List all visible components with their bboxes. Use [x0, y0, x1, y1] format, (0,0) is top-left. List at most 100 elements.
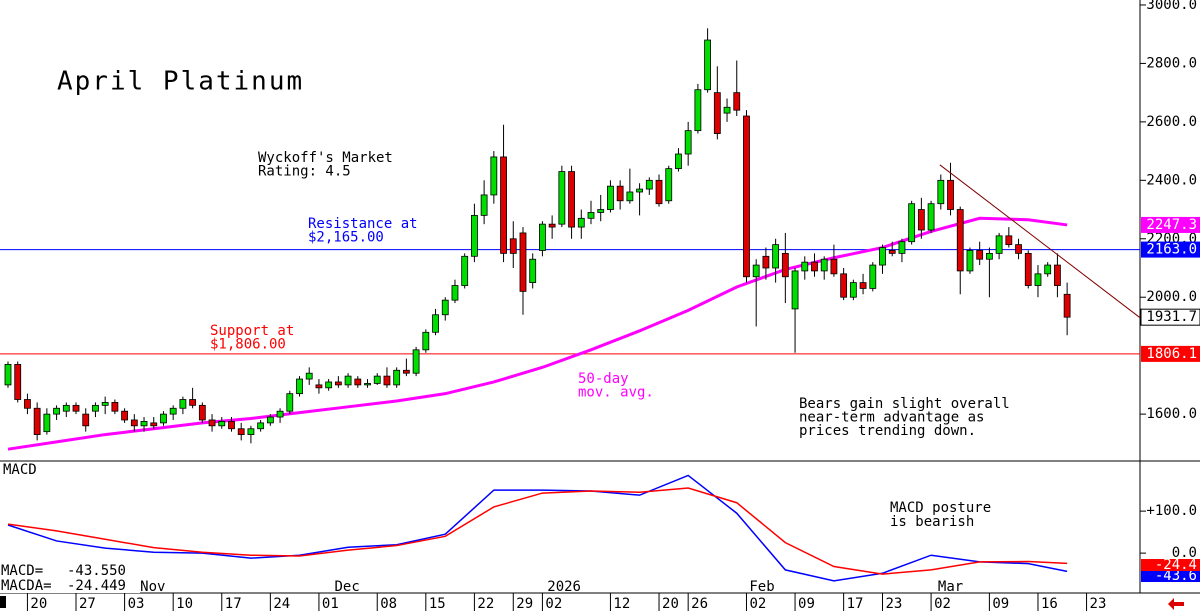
close-tag-label: 1931.7: [1146, 309, 1197, 325]
candle-body: [675, 153, 682, 170]
annotation: Wyckoff's Market: [258, 150, 393, 166]
candle-body: [616, 185, 624, 202]
candle-body: [62, 404, 70, 412]
x-tick-label: 20: [662, 596, 679, 611]
macd-readout-value: -24.449: [67, 578, 126, 594]
candle-body: [791, 270, 799, 310]
candle-body: [966, 250, 974, 272]
candle-body: [898, 241, 906, 254]
candle-body: [24, 399, 31, 409]
macd-tag-label: -43.6: [1155, 568, 1197, 584]
candle-body: [548, 223, 556, 228]
candle-body: [713, 92, 721, 134]
candle-body: [383, 375, 391, 386]
resistance-tag-label: 2163.0: [1146, 242, 1197, 258]
price-panel: [0, 28, 1140, 451]
candle-body: [577, 217, 585, 228]
candle-body: [276, 410, 284, 418]
macd-readout-value: -43.550: [67, 563, 126, 579]
trend-line: [939, 164, 1141, 319]
ma-tag: [1141, 216, 1200, 233]
macd-line: [7, 487, 1068, 575]
candle-body: [733, 92, 741, 111]
macd-title: MACD: [3, 462, 37, 478]
macd-tag: [1141, 559, 1200, 571]
y-tick-label: 2400.0: [1146, 172, 1197, 188]
candle-body: [645, 179, 653, 190]
candle-body: [752, 264, 760, 278]
candle-body: [364, 383, 371, 386]
macd-y-tick-label: +100.0: [1146, 503, 1197, 519]
annotation: Resistance at: [308, 216, 418, 232]
x-tick-label: 20: [30, 596, 47, 611]
x-tick-label: 12: [613, 596, 630, 611]
annotation: 50-day: [578, 371, 629, 387]
candle-body: [762, 255, 770, 269]
candle-body: [334, 381, 342, 386]
candle-body: [315, 384, 323, 389]
x-tick-label: 02: [749, 596, 766, 611]
candle-body: [694, 89, 702, 132]
x-tick-label: 09: [992, 596, 1009, 611]
annotation: Support at: [210, 323, 294, 339]
candle-body: [130, 419, 138, 427]
candle-body: [509, 238, 517, 254]
y-tick-label: 3000.0: [1146, 0, 1197, 13]
ma-tag-label: 2247.3: [1146, 217, 1197, 233]
candle-body: [558, 171, 566, 225]
candle-body: [830, 258, 838, 275]
candle-body: [82, 413, 90, 427]
candle-body: [72, 404, 80, 412]
x-tick-label: 22: [477, 596, 494, 611]
candle-body: [451, 285, 459, 301]
candle-body: [480, 194, 488, 216]
candle-body: [743, 115, 750, 278]
x-tick-label: 23: [886, 596, 903, 611]
candle-body: [228, 421, 235, 430]
annotation: Bears gain slight overall: [799, 396, 1010, 412]
close-tag: [1140, 308, 1200, 326]
candle-body: [92, 404, 99, 412]
candle-body: [198, 404, 206, 421]
candle-body: [917, 209, 925, 231]
candle-body: [976, 250, 984, 260]
candle-body: [587, 212, 595, 219]
scroll-arrow[interactable]: [1168, 598, 1184, 610]
candle-body: [14, 364, 22, 400]
candle-body: [33, 407, 41, 435]
support-tag: [1141, 345, 1200, 362]
candle-body: [1063, 293, 1071, 318]
candle-body: [811, 261, 818, 272]
candle-body: [305, 372, 313, 380]
month-label: Nov: [140, 579, 165, 595]
candle-body: [995, 235, 1003, 254]
x-tick-label: 29: [516, 596, 533, 611]
candle-body: [150, 422, 158, 427]
candle-body: [325, 381, 333, 389]
macd-y-tick-label: 0.0: [1172, 545, 1197, 561]
candle-body: [879, 247, 886, 266]
x-tick-label: 02: [545, 596, 562, 611]
candle-body: [412, 349, 420, 374]
x-tick-label: 10: [176, 596, 193, 611]
candle-body: [169, 407, 177, 415]
y-tick-label: 2000.0: [1146, 289, 1197, 305]
candle-body: [1034, 273, 1042, 286]
y-tick-label: 2800.0: [1146, 55, 1197, 71]
candle-body: [859, 282, 867, 289]
x-tick-label: 24: [273, 596, 290, 611]
x-tick-label: 16: [1041, 596, 1058, 611]
candle-body: [373, 375, 381, 384]
x-tick-label: 26: [691, 596, 708, 611]
candle-body: [179, 399, 187, 409]
annotation: prices trending down.: [799, 423, 976, 439]
candle-body: [296, 378, 303, 395]
candle-body: [1024, 252, 1032, 286]
month-label: Dec: [334, 579, 359, 595]
month-label: 2026: [547, 579, 581, 595]
candle-body: [393, 369, 401, 386]
candle-body: [519, 232, 527, 292]
macd-annotation: is bearish: [890, 514, 974, 530]
candle-body: [4, 364, 12, 386]
